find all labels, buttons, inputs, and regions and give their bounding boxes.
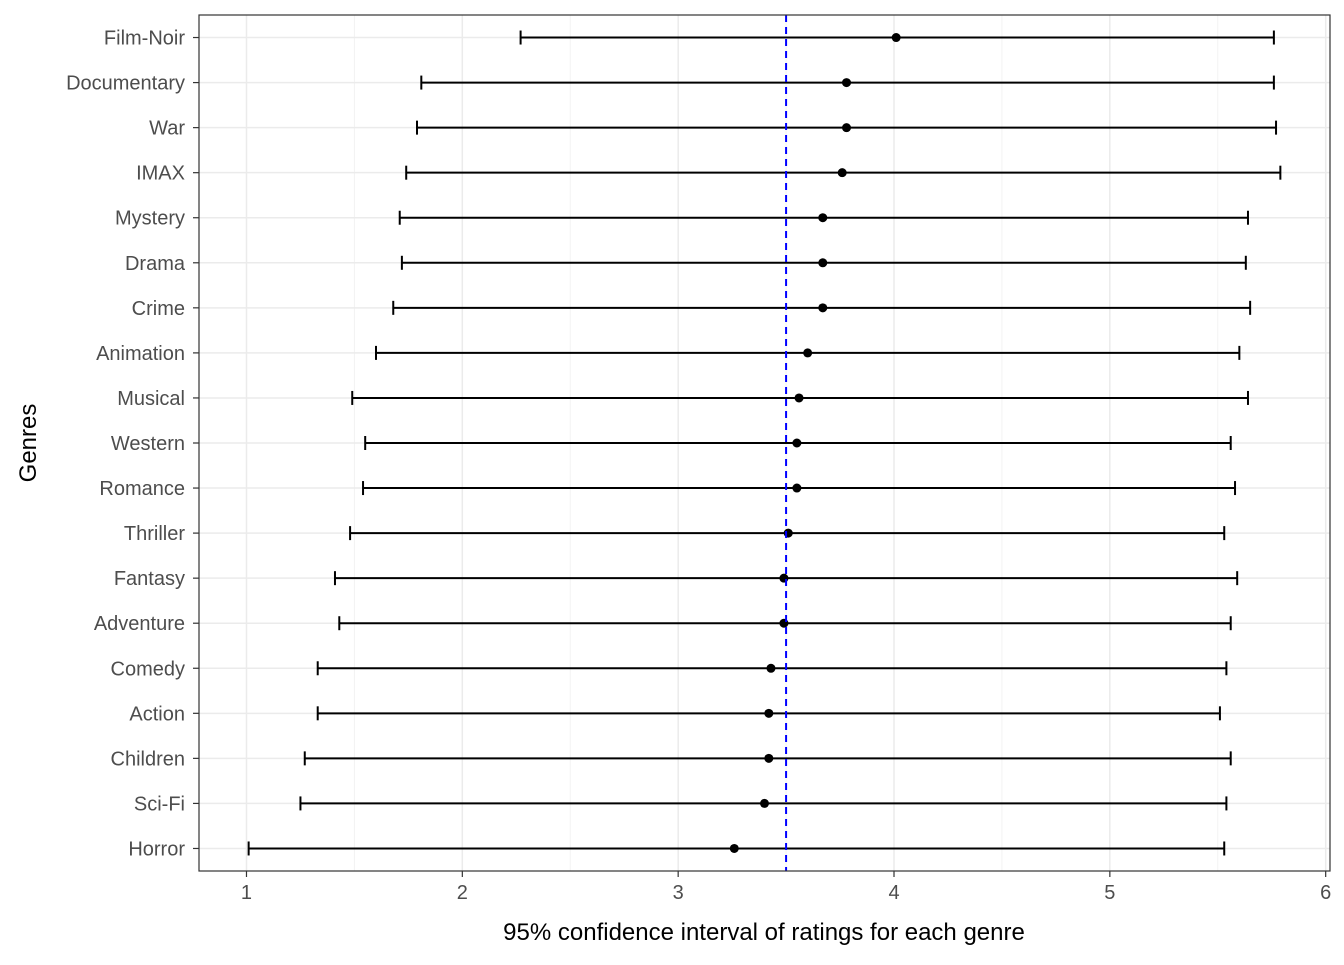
y-tick-label: Comedy — [111, 658, 185, 680]
errorbar-action — [316, 706, 1221, 721]
errorbar-thriller — [349, 526, 1226, 541]
y-tick-label: Thriller — [124, 523, 185, 545]
y-tick-label: Adventure — [94, 613, 185, 635]
errorbar-horror — [247, 841, 1226, 856]
errorbar-mystery — [398, 210, 1249, 225]
errorbar-crime — [392, 300, 1252, 315]
x-tick-label: 2 — [457, 882, 468, 904]
mean-point — [803, 348, 813, 358]
y-tick-label: Romance — [99, 478, 185, 500]
errorbar-war — [415, 120, 1278, 135]
errorbar-romance — [362, 481, 1237, 496]
errorbar-film-noir — [519, 30, 1275, 45]
mean-point — [794, 393, 804, 403]
mean-point — [818, 303, 828, 313]
y-tick-label: Horror — [128, 838, 185, 860]
mean-point — [842, 78, 852, 88]
errorbar-western — [364, 436, 1232, 450]
mean-point — [766, 663, 776, 673]
y-tick-label: IMAX — [136, 163, 185, 185]
mean-point — [792, 483, 802, 493]
errorbar-imax — [405, 165, 1282, 180]
y-tick-label: Western — [111, 433, 185, 455]
y-tick-label: Animation — [96, 343, 185, 365]
errorbar-children — [303, 751, 1232, 766]
x-tick-label: 5 — [1104, 882, 1115, 904]
y-axis-title: Genres — [15, 404, 42, 483]
x-axis-title: 95% confidence interval of ratings for e… — [503, 919, 1025, 946]
y-tick-label: Musical — [117, 388, 185, 410]
y-tick-label: Drama — [125, 253, 186, 275]
y-tick-label: Action — [129, 703, 185, 725]
mean-point — [818, 213, 828, 223]
y-axis: Film-Noir Documentary War IMAX Mystery Drama C… — [66, 28, 199, 860]
y-tick-label: Crime — [132, 298, 185, 320]
errorbar-sci-fi — [299, 796, 1228, 811]
mean-point — [764, 708, 774, 718]
errorbar-animation — [374, 345, 1241, 360]
x-tick-label: 3 — [673, 882, 684, 904]
error-bars — [247, 30, 1282, 856]
x-tick-label: 4 — [888, 882, 899, 904]
y-tick-label: Sci-Fi — [134, 793, 185, 815]
y-tick-label: Children — [111, 748, 185, 770]
mean-point — [818, 258, 828, 268]
x-tick-label: 6 — [1320, 882, 1331, 904]
y-tick-label: Film-Noir — [104, 28, 185, 50]
x-axis: 1 2 3 4 5 6 — [241, 871, 1331, 904]
y-tick-label: Mystery — [115, 208, 185, 230]
mean-point — [792, 438, 802, 448]
mean-point — [729, 843, 739, 853]
errorbar-drama — [400, 255, 1247, 270]
errorbar-comedy — [316, 661, 1228, 676]
x-tick-label: 1 — [241, 882, 252, 904]
y-tick-label: War — [149, 118, 185, 140]
y-tick-label: Documentary — [66, 73, 185, 95]
mean-point — [764, 753, 774, 763]
mean-point — [837, 168, 847, 178]
errorbar-musical — [351, 390, 1249, 405]
mean-point — [842, 123, 852, 133]
errorbar-documentary — [420, 75, 1275, 90]
mean-point — [760, 798, 769, 808]
mean-point — [891, 33, 901, 43]
y-tick-label: Fantasy — [114, 568, 185, 590]
